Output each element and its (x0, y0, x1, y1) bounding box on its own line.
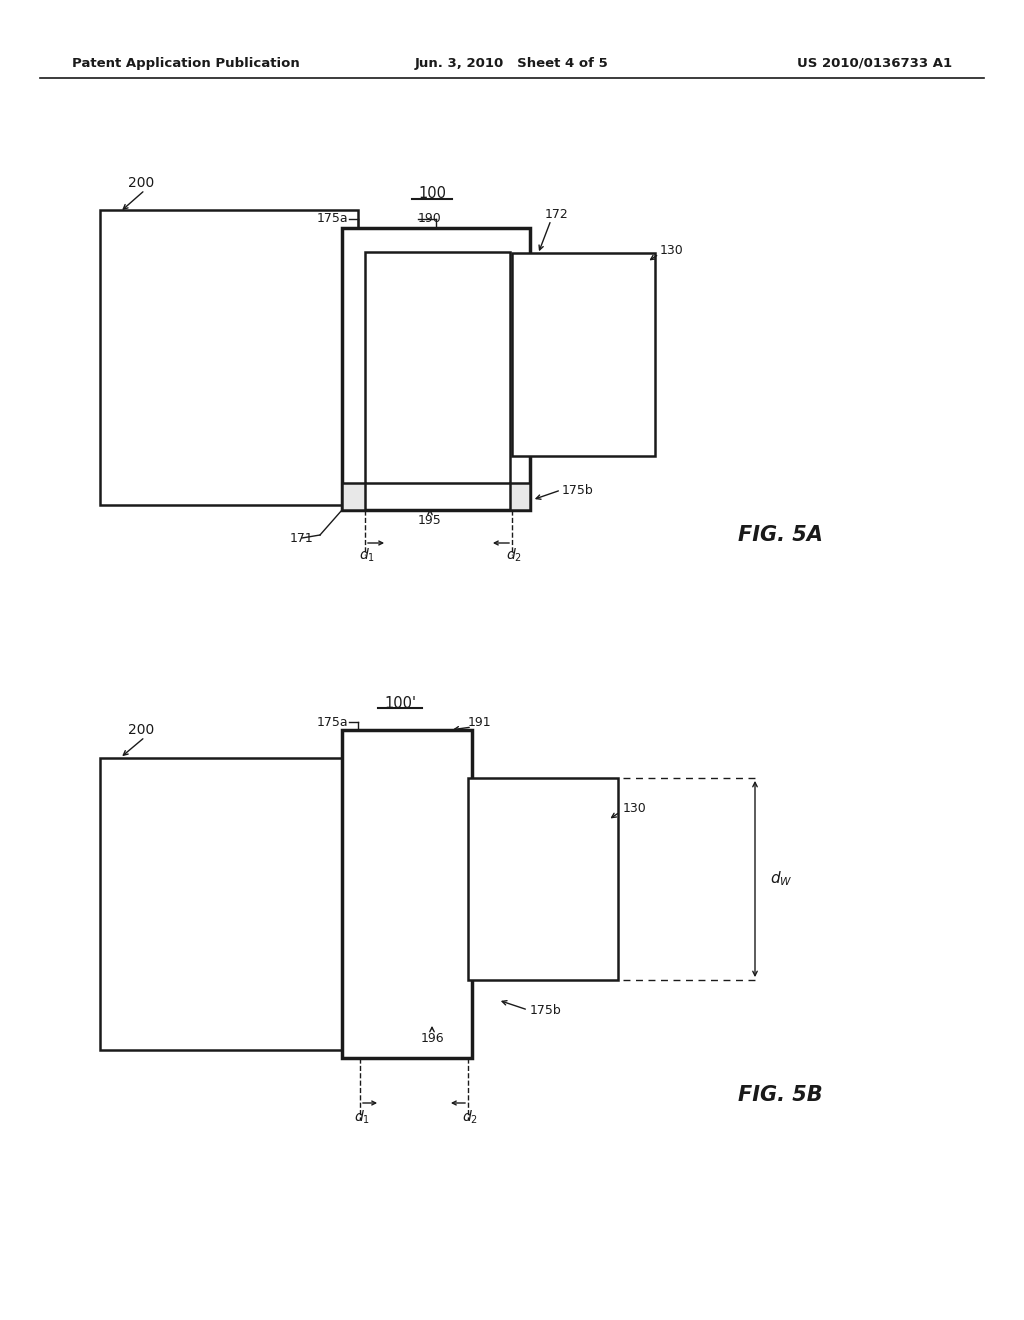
Text: $d_2$: $d_2$ (506, 546, 522, 564)
Bar (468, 777, 618, 979)
Bar (342, 483, 365, 510)
Text: FIG. 5A: FIG. 5A (737, 525, 822, 545)
Bar (100, 758, 358, 1049)
Bar (512, 253, 655, 455)
Text: 172: 172 (545, 209, 568, 222)
Text: 130: 130 (660, 243, 684, 256)
Text: 130: 130 (623, 801, 647, 814)
Text: 190: 190 (418, 213, 441, 226)
Text: 195: 195 (418, 513, 442, 527)
Text: FIG. 5B: FIG. 5B (737, 1085, 822, 1105)
Text: $d_1$: $d_1$ (359, 546, 375, 564)
Text: 175b: 175b (562, 483, 594, 496)
Text: 171: 171 (290, 532, 314, 544)
Bar (342, 228, 530, 510)
Bar (510, 483, 530, 510)
Text: 196: 196 (420, 1031, 443, 1044)
Text: 175a: 175a (316, 715, 348, 729)
Text: $d_1$: $d_1$ (354, 1109, 370, 1126)
Text: 200: 200 (128, 176, 155, 190)
Text: $d_W$: $d_W$ (770, 870, 793, 888)
Bar (365, 252, 510, 483)
Text: 175b: 175b (530, 1003, 562, 1016)
Text: 100': 100' (384, 696, 416, 710)
Text: 175a: 175a (316, 213, 348, 226)
Text: 100: 100 (418, 186, 446, 201)
Bar (100, 210, 358, 506)
Bar (342, 730, 472, 1059)
Text: $d_2$: $d_2$ (462, 1109, 478, 1126)
Text: 191: 191 (468, 715, 492, 729)
Text: Patent Application Publication: Patent Application Publication (72, 57, 300, 70)
Text: US 2010/0136733 A1: US 2010/0136733 A1 (797, 57, 952, 70)
Text: 200: 200 (128, 723, 155, 737)
Text: Jun. 3, 2010   Sheet 4 of 5: Jun. 3, 2010 Sheet 4 of 5 (415, 57, 609, 70)
